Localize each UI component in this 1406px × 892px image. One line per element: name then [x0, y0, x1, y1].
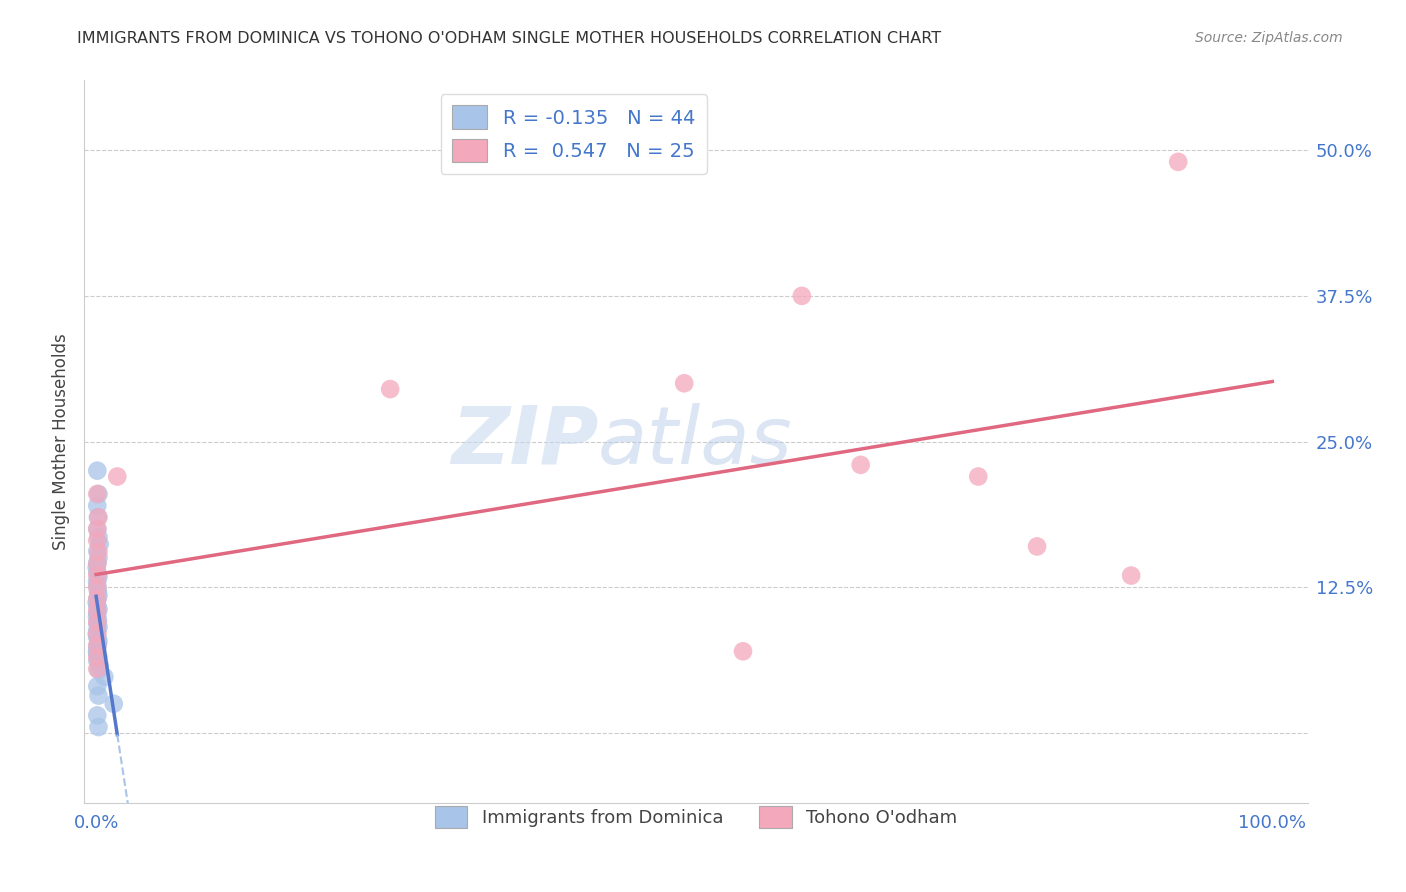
- Point: [1026, 540, 1049, 554]
- Point: [87, 510, 110, 524]
- Point: [86, 630, 108, 644]
- Point: [86, 544, 108, 558]
- Point: [849, 458, 872, 472]
- Point: [87, 588, 110, 602]
- Point: [86, 560, 108, 574]
- Point: [86, 654, 108, 668]
- Point: [86, 606, 108, 620]
- Point: [87, 487, 110, 501]
- Point: [86, 595, 108, 609]
- Legend: Immigrants from Dominica, Tohono O'odham: Immigrants from Dominica, Tohono O'odham: [426, 797, 966, 837]
- Point: [89, 658, 111, 673]
- Point: [790, 289, 813, 303]
- Point: [673, 376, 696, 391]
- Point: [1167, 154, 1189, 169]
- Point: [89, 537, 111, 551]
- Point: [86, 574, 108, 589]
- Point: [87, 545, 110, 559]
- Point: [86, 568, 108, 582]
- Point: [87, 637, 110, 651]
- Point: [103, 697, 125, 711]
- Point: [86, 627, 108, 641]
- Point: [86, 487, 108, 501]
- Point: [86, 599, 108, 613]
- Point: [380, 382, 402, 396]
- Point: [87, 633, 110, 648]
- Text: ZIP: ZIP: [451, 402, 598, 481]
- Point: [86, 640, 108, 655]
- Point: [93, 670, 115, 684]
- Y-axis label: Single Mother Households: Single Mother Households: [52, 334, 70, 549]
- Text: atlas: atlas: [598, 402, 793, 481]
- Point: [86, 603, 108, 617]
- Point: [86, 662, 108, 676]
- Point: [86, 708, 108, 723]
- Point: [86, 591, 108, 606]
- Point: [87, 510, 110, 524]
- Point: [86, 557, 108, 571]
- Point: [87, 570, 110, 584]
- Point: [86, 627, 108, 641]
- Point: [87, 663, 110, 677]
- Point: [86, 522, 108, 536]
- Point: [86, 499, 108, 513]
- Point: [86, 644, 108, 658]
- Point: [86, 591, 108, 606]
- Point: [86, 522, 108, 536]
- Point: [87, 613, 110, 627]
- Point: [86, 556, 108, 570]
- Point: [86, 624, 108, 638]
- Point: [86, 647, 108, 661]
- Point: [87, 551, 110, 566]
- Point: [967, 469, 990, 483]
- Text: IMMIGRANTS FROM DOMINICA VS TOHONO O'ODHAM SINGLE MOTHER HOUSEHOLDS CORRELATION : IMMIGRANTS FROM DOMINICA VS TOHONO O'ODH…: [77, 31, 942, 46]
- Text: Source: ZipAtlas.com: Source: ZipAtlas.com: [1195, 31, 1343, 45]
- Point: [87, 530, 110, 544]
- Point: [87, 689, 110, 703]
- Point: [87, 620, 110, 634]
- Point: [87, 650, 110, 665]
- Point: [86, 679, 108, 693]
- Point: [105, 469, 128, 483]
- Point: [731, 644, 754, 658]
- Point: [86, 565, 108, 579]
- Point: [86, 609, 108, 624]
- Point: [1121, 568, 1143, 582]
- Point: [86, 579, 108, 593]
- Point: [87, 720, 110, 734]
- Point: [86, 464, 108, 478]
- Point: [86, 533, 108, 548]
- Point: [86, 615, 108, 630]
- Point: [87, 602, 110, 616]
- Point: [86, 639, 108, 653]
- Point: [87, 583, 110, 598]
- Point: [86, 616, 108, 631]
- Point: [86, 650, 108, 665]
- Point: [86, 580, 108, 594]
